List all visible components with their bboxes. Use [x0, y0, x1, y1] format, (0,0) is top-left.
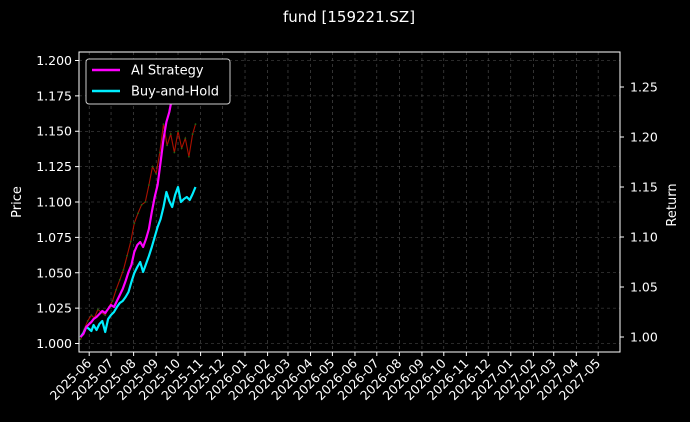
- price-point: [155, 172, 158, 175]
- price-point: [126, 254, 128, 257]
- legend-label: AI Strategy: [131, 64, 204, 79]
- price-point: [158, 151, 161, 154]
- left-tick-label: 1.075: [36, 230, 72, 245]
- left-axis-label: Price: [10, 186, 25, 218]
- right-tick-label: 1.00: [630, 330, 658, 345]
- price-point: [188, 155, 190, 158]
- price-point: [180, 147, 183, 150]
- price-point: [173, 151, 176, 154]
- right-axis-label: Return: [665, 183, 680, 226]
- left-tick-label: 1.050: [36, 265, 72, 280]
- price-point: [90, 314, 93, 317]
- price-point: [86, 319, 89, 322]
- legend-label: Buy-and-Hold: [131, 85, 219, 100]
- series-line-buy-and-hold: [79, 185, 197, 338]
- right-tick-label: 1.20: [630, 130, 658, 145]
- legend-box: [85, 58, 231, 105]
- price-point: [118, 278, 121, 281]
- price-point: [129, 240, 132, 243]
- price-point: [148, 184, 150, 186]
- chart-title: fund [159221.SZ]: [283, 8, 415, 26]
- right-tick-label: 1.10: [630, 230, 658, 245]
- price-point: [151, 165, 154, 168]
- price-point: [191, 133, 194, 135]
- left-tick-label: 1.025: [36, 301, 72, 316]
- price-point: [137, 212, 139, 215]
- price-point: [79, 338, 82, 341]
- price-point: [104, 314, 107, 317]
- price-point: [115, 288, 118, 291]
- price-point: [144, 201, 147, 203]
- left-tick-label: 1.200: [36, 53, 72, 68]
- left-tick-label: 1.000: [36, 336, 72, 351]
- price-point: [177, 130, 179, 133]
- price-point: [97, 308, 99, 311]
- right-tick-label: 1.05: [630, 280, 658, 295]
- legend: AI Strategy Buy-and-Hold: [85, 58, 231, 105]
- price-point: [140, 203, 143, 206]
- left-tick-label: 1.150: [36, 124, 72, 139]
- series-line-ai-strategy: [79, 86, 179, 338]
- price-point: [184, 137, 187, 140]
- price-point: [111, 300, 114, 302]
- price-point: [166, 144, 169, 147]
- left-tick-label: 1.125: [36, 159, 72, 174]
- left-tick-label: 1.100: [36, 195, 72, 210]
- price-point: [194, 123, 197, 126]
- right-tick-label: 1.25: [630, 80, 658, 95]
- right-tick-label: 1.15: [630, 180, 658, 195]
- left-tick-label: 1.175: [36, 88, 72, 103]
- price-point: [169, 133, 172, 135]
- price-point: [122, 269, 125, 271]
- price-point: [133, 222, 136, 225]
- price-point: [162, 123, 165, 126]
